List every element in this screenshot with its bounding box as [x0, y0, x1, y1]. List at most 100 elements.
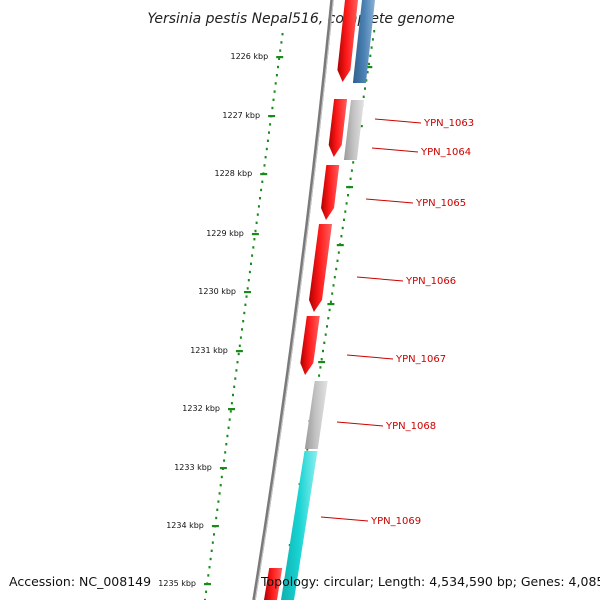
ruler-dot: [265, 147, 268, 151]
gene-label[interactable]: YPN_1065: [415, 198, 466, 209]
ruler-tick-label: 1235 kbp: [158, 579, 196, 588]
ruler-dot: [333, 276, 336, 279]
ruler-dot: [320, 358, 323, 361]
gene-label[interactable]: YPN_1068: [385, 421, 436, 432]
gene-label-line: [365, 198, 414, 204]
gene-track: [264, 0, 375, 600]
ruler-tick: [244, 291, 251, 294]
ruler-tick: [228, 408, 235, 411]
ruler-dot: [246, 287, 249, 290]
ruler-tick: [318, 361, 326, 364]
gene-label[interactable]: YPN_1064: [420, 147, 471, 158]
ruler-tick-label: 1227 kbp: [222, 111, 260, 120]
gene-label[interactable]: YPN_1067: [395, 354, 446, 365]
gene-feature: [328, 99, 348, 157]
ruler-dot: [239, 336, 242, 339]
ruler-dot: [248, 270, 251, 274]
ruler-dot: [264, 156, 267, 159]
backbone-line: [252, 0, 334, 600]
ruler-dot: [226, 434, 229, 438]
ruler-dot: [228, 418, 231, 421]
ruler-tick: [219, 467, 227, 470]
ruler-dot: [234, 377, 237, 380]
ruler-dot: [337, 251, 340, 254]
ruler-dot: [220, 475, 223, 479]
ruler-dot: [327, 317, 330, 320]
gene-feature: [309, 224, 332, 312]
gene-feature: [352, 0, 375, 83]
ruler-dot: [268, 131, 270, 134]
ruler-tick: [276, 56, 284, 59]
gene-label-line: [336, 421, 384, 427]
gene-feature: [337, 0, 358, 82]
ruler-dot: [352, 161, 355, 164]
ruler-dot: [227, 426, 230, 429]
ruler-dot: [225, 443, 228, 446]
gene-feature: [304, 381, 328, 449]
ruler-dot: [341, 226, 344, 230]
ruler-dot: [275, 74, 278, 77]
ruler-dot: [340, 235, 343, 238]
ruler-dot: [260, 188, 263, 192]
ruler-dot: [350, 169, 353, 172]
gene-label-line: [356, 276, 404, 282]
ruler-dot: [204, 598, 206, 600]
ruler-dot: [237, 352, 240, 356]
ruler-dot: [329, 300, 332, 303]
ruler-dot: [238, 344, 241, 347]
gene-label-line: [374, 118, 422, 124]
ruler-dot: [364, 87, 366, 90]
gene-label[interactable]: YPN_1063: [423, 118, 474, 129]
ruler-dot: [229, 410, 232, 413]
ruler-dot: [280, 41, 283, 44]
ruler-dot: [271, 106, 274, 110]
ruler-dot: [306, 448, 309, 451]
ruler-tick: [204, 583, 211, 586]
ruler: 1226 kbp 1227 kbp 1228 kbp 1229 kbp 1230 kbp…: [158, 30, 376, 600]
ruler-dot: [256, 213, 259, 216]
ruler-dot: [336, 259, 339, 262]
ruler-dot: [277, 65, 279, 69]
gene-label-line: [320, 516, 369, 522]
ruler-tick: [211, 525, 219, 528]
ruler-dot: [273, 90, 276, 93]
ruler-dot: [347, 194, 349, 197]
gene-label-line: [371, 147, 419, 153]
ruler-tick-label: 1232 kbp: [182, 404, 220, 413]
ruler-dot: [219, 484, 222, 487]
ruler-tick-label: 1229 kbp: [206, 229, 244, 238]
gene-label[interactable]: YPN_1066: [405, 276, 456, 287]
ruler-dot: [216, 508, 219, 511]
gene-label[interactable]: YPN_1069: [370, 516, 421, 527]
ruler-dot: [218, 492, 221, 495]
ruler-tick-label: 1231 kbp: [190, 346, 228, 355]
gene-labels: YPN_1063 YPN_1064 YPN_1065 YPN_1066 YPN_1067…: [320, 118, 474, 527]
ruler-dot: [323, 341, 326, 344]
ruler-dot: [213, 533, 215, 536]
ruler-dot: [210, 549, 213, 552]
ruler-dot: [335, 267, 338, 271]
ruler-dot: [274, 82, 277, 85]
ruler-dot: [344, 210, 347, 213]
ruler-dot: [244, 303, 247, 306]
ruler-dot: [233, 385, 236, 388]
ruler-dot: [261, 180, 264, 183]
ruler-dot: [322, 349, 324, 353]
ruler-tick: [268, 115, 276, 118]
ruler-tick: [251, 233, 259, 236]
ruler-dot: [257, 205, 260, 208]
ruler-tick-label: 1230 kbp: [198, 287, 236, 296]
ruler-dot: [224, 451, 227, 454]
gene-feature: [264, 568, 283, 600]
ruler-tick-label: 1226 kbp: [230, 52, 268, 61]
ruler-dot: [366, 71, 369, 74]
ruler-dot: [279, 49, 282, 52]
ruler-dot: [272, 98, 275, 101]
ruler-dot: [230, 402, 233, 405]
ruler-tick: [235, 350, 243, 353]
ruler-tick: [260, 173, 268, 176]
ruler-dot: [349, 177, 352, 180]
ruler-dot: [324, 333, 327, 336]
ruler-dot: [241, 328, 243, 331]
